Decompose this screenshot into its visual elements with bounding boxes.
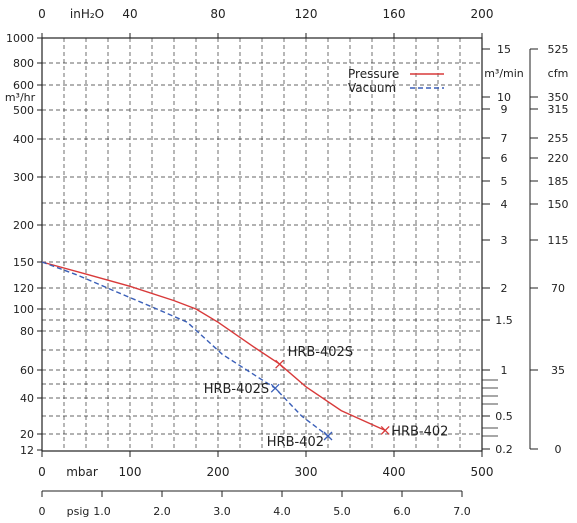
cfm-axis-tick-label: 315	[548, 103, 569, 116]
series-line-pressure	[41, 261, 386, 432]
right-axis-unit-label: m³/min	[484, 67, 524, 80]
right-axis-tick-label: 9	[501, 103, 508, 116]
bottom-axis-tick-label: 200	[207, 465, 230, 479]
left-axis-tick-label: 600	[13, 79, 34, 92]
psig-axis-tick-label: 2.0	[153, 505, 171, 518]
series-lines	[41, 261, 390, 441]
top-axis-tick-label: 120	[295, 7, 318, 21]
left-axis-tick-label: 60	[20, 364, 34, 377]
left-axis-tick-label: 800	[13, 57, 34, 70]
cfm-axis-tick-label: 255	[548, 132, 569, 145]
right-axis-tick-label: 4	[501, 198, 508, 211]
top-axis-tick-label: 40	[122, 7, 137, 21]
left-axis-tick-label: 100	[13, 303, 34, 316]
bottom-axis-tick-label: 300	[295, 465, 318, 479]
top-axis-tick-label: 160	[383, 7, 406, 21]
bottom-axis-tick-label: 100	[119, 465, 142, 479]
cfm-axis-tick-label: 0	[555, 443, 562, 456]
left-axis-tick-label: 40	[20, 392, 34, 405]
psig-axis-tick-label: 0	[39, 505, 46, 518]
psig-axis-tick-label: 4.0	[273, 505, 291, 518]
cfm-axis-tick-label: 350	[548, 91, 569, 104]
cfm-axis-unit-label: cfm	[548, 67, 569, 80]
psig-axis-tick-label: 6.0	[393, 505, 411, 518]
right-axis-tick-label: 7	[501, 132, 508, 145]
left-axis-tick-label: 1000	[6, 32, 34, 45]
cfm-axis-tick-label: 115	[548, 234, 569, 247]
right-axis-tick-label: 3	[501, 234, 508, 247]
cfm-axis-tick-label: 35	[551, 364, 565, 377]
psig-axis-tick-label: 3.0	[213, 505, 231, 518]
left-axis-tick-label: 20	[20, 428, 34, 441]
left-axis-tick-label: 80	[20, 325, 34, 338]
data-point-marker	[275, 359, 285, 369]
psig-axis-unit-label: psig	[67, 505, 90, 518]
grid	[42, 38, 482, 451]
data-point-marker	[323, 431, 333, 441]
left-axis-tick-label: 200	[13, 219, 34, 232]
psig-axis-tick-label: 1.0	[93, 505, 111, 518]
left-axis-tick-label: 12	[20, 444, 34, 457]
cfm-axis-tick-label: 525	[548, 43, 569, 56]
right-axis-tick-label: 5	[501, 175, 508, 188]
right-axis-tick-label: 2	[501, 282, 508, 295]
right-axis-tick-label: 10	[497, 91, 511, 104]
data-point-label: HRB-402S	[204, 382, 269, 397]
cfm-axis-tick-label: 220	[548, 152, 569, 165]
bottom-axis-tick-label: 400	[383, 465, 406, 479]
axis-ticks	[37, 33, 538, 497]
top-axis-tick-label: 200	[471, 7, 494, 21]
top-axis-tick-label: 80	[210, 7, 225, 21]
left-axis-tick-label: 300	[13, 171, 34, 184]
right-axis-tick-label: 0.5	[495, 410, 513, 423]
legend-label-vacuum: Vacuum	[348, 81, 396, 95]
left-axis-tick-label: 150	[13, 256, 34, 269]
left-axis-tick-label: 500	[13, 104, 34, 117]
right-axis-tick-label: 6	[501, 152, 508, 165]
cfm-axis-tick-label: 150	[548, 198, 569, 211]
bottom-axis-unit-label: mbar	[66, 465, 98, 479]
cfm-axis-tick-label: 70	[551, 282, 565, 295]
data-point-marker	[270, 383, 280, 393]
data-point-marker	[380, 425, 390, 435]
psig-axis-tick-label: 7.0	[453, 505, 471, 518]
psig-axis-tick-label: 5.0	[333, 505, 351, 518]
right-axis-tick-label: 15	[497, 43, 511, 56]
series-line-vacuum	[41, 261, 329, 437]
cfm-axis-tick-label: 185	[548, 175, 569, 188]
bottom-axis-tick-label: 0	[38, 465, 46, 479]
tick-labels: 0 40 80 120 160 200inH₂O100080060050040030020…	[5, 7, 569, 518]
left-axis-unit-label: m³/hr	[5, 91, 36, 104]
right-axis-tick-label: 1.5	[495, 314, 513, 327]
data-point-label: HRB-402S	[288, 345, 353, 360]
top-axis-tick-label: 0	[38, 7, 46, 21]
right-axis-tick-label: 0.2	[495, 443, 513, 456]
left-axis-tick-label: 400	[13, 133, 34, 146]
data-point-label: HRB-402	[267, 435, 324, 450]
top-axis-unit-label: inH₂O	[70, 7, 104, 21]
bottom-axis-tick-label: 500	[471, 465, 494, 479]
data-point-label: HRB-402	[391, 424, 448, 439]
left-axis-tick-label: 120	[13, 282, 34, 295]
legend-label-pressure: Pressure	[348, 67, 399, 81]
right-axis-tick-label: 1	[501, 364, 508, 377]
